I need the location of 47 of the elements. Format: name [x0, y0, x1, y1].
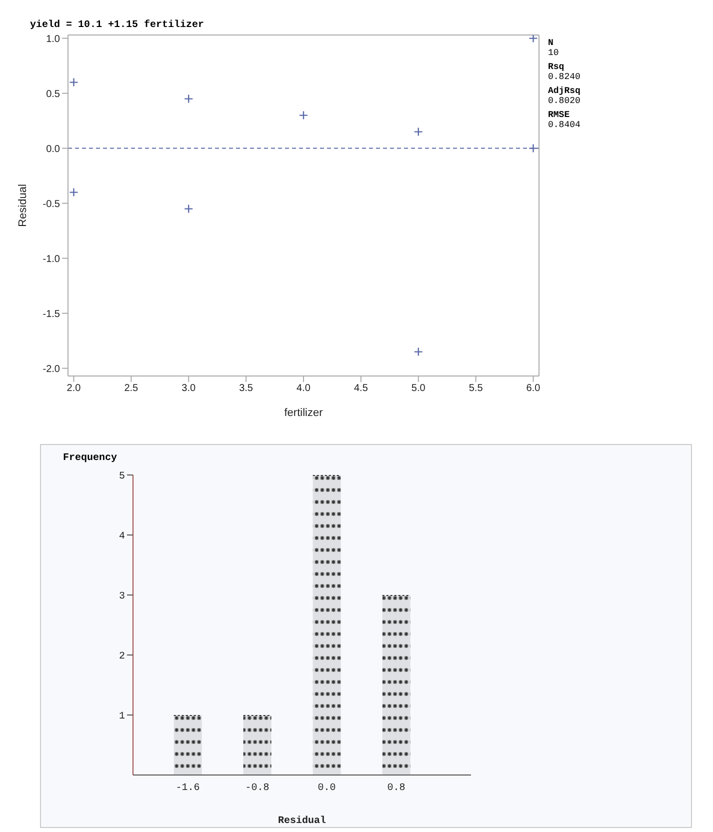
x-tick-label: 2.5 — [124, 383, 139, 394]
text: RMSE — [548, 110, 571, 120]
y-tick-label: 0.5 — [46, 88, 60, 100]
y-tick-label: 1 — [118, 712, 125, 723]
text: 0.8240 — [548, 72, 580, 82]
point — [528, 35, 538, 43]
y-tick-label: 2 — [118, 652, 125, 663]
y-tick-label: 0.0 — [46, 144, 60, 155]
point — [69, 188, 78, 197]
x-tick-label: 6.0 — [526, 383, 541, 394]
point — [69, 78, 78, 87]
text: 10 — [548, 48, 560, 58]
y-tick-label: -2.0 — [42, 364, 60, 375]
y-tick-label: 4 — [118, 532, 125, 543]
x-tick-label: 5.0 — [411, 383, 426, 394]
text: Rsq — [548, 62, 566, 72]
y-tick-label: -1.5 — [42, 308, 60, 320]
x-tick-label: -0.8 — [245, 783, 270, 794]
point — [414, 127, 423, 136]
point — [414, 347, 423, 356]
text: 0.8020 — [548, 96, 580, 106]
y-tick-label: 5 — [118, 472, 125, 483]
y-axis-title: Residual — [16, 184, 29, 227]
x-tick-label: 3.0 — [182, 383, 196, 394]
text: N — [548, 38, 554, 48]
x-tick-label: 4.5 — [354, 383, 368, 394]
x-tick-label: 0.8 — [387, 783, 406, 794]
y-tick-label: 3 — [118, 592, 125, 603]
x-axis-title: Residual — [278, 815, 326, 827]
point — [184, 204, 194, 214]
point — [184, 94, 194, 104]
x-tick-label: 3.5 — [239, 383, 254, 394]
y-tick-label: 1.0 — [46, 34, 60, 45]
text: 0.8404 — [548, 120, 580, 130]
x-tick-label: 4.0 — [296, 383, 311, 394]
x-tick-label: -1.6 — [176, 783, 200, 794]
y-tick-label: -0.5 — [42, 198, 60, 210]
y-axis-title: Frequency — [63, 453, 118, 464]
chart-title: yield = 10.1 +1.15 fertilizer — [30, 20, 204, 31]
x-tick-label: 2.0 — [66, 383, 82, 394]
x-axis-title: fertilizer — [284, 407, 324, 419]
point — [298, 110, 308, 120]
x-tick-label: 0.0 — [318, 783, 336, 794]
x-tick-label: 5.5 — [468, 383, 484, 394]
y-tick-label: -1.0 — [42, 254, 60, 265]
text: AdjRsq — [548, 86, 580, 96]
point — [528, 144, 538, 153]
